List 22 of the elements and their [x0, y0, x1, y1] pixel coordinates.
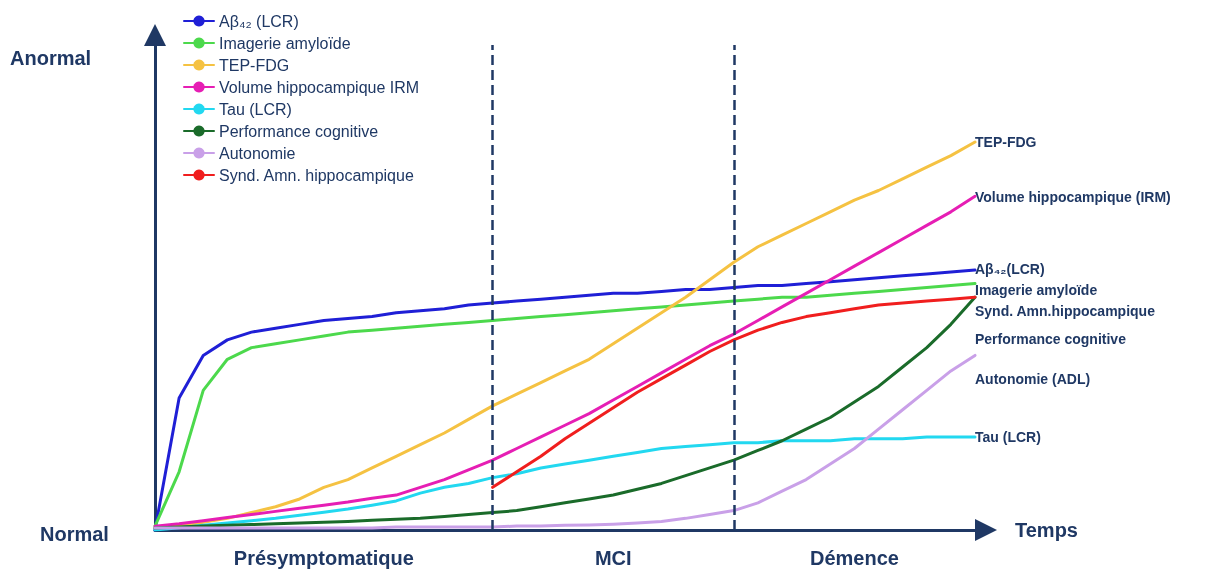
text: MCI	[594, 547, 632, 569]
text: Anormal	[10, 47, 92, 69]
legend-label: Tau (LCR)	[219, 100, 292, 118]
text: Présymptomatique	[233, 547, 414, 569]
annotation: TEP-FDG	[975, 134, 1037, 150]
text: Démence	[809, 547, 899, 569]
legend-label: Synd. Amn. hippocampique	[219, 166, 414, 184]
annotation: Performance cognitive	[975, 331, 1127, 347]
annotation: Volume hippocampique (IRM)	[975, 189, 1171, 205]
text: Normal	[40, 523, 109, 545]
annotation: Aβ₄₂(LCR)	[975, 261, 1045, 277]
legend-label: Performance cognitive	[219, 122, 379, 140]
annotation: Synd. Amn.hippocampique	[975, 303, 1156, 319]
legend-label: Aβ₄₂ (LCR)	[219, 12, 299, 30]
annotation: Imagerie amyloïde	[975, 282, 1098, 298]
legend-label: Volume hippocampique IRM	[219, 78, 420, 96]
legend-label: Autonomie	[219, 144, 296, 162]
legend-label: TEP-FDG	[219, 56, 290, 74]
annotation: Autonomie (ADL)	[975, 371, 1091, 387]
legend-label: Imagerie amyloïde	[219, 34, 351, 52]
annotation: Tau (LCR)	[975, 429, 1041, 445]
x-axis-title: Temps	[1015, 519, 1078, 541]
